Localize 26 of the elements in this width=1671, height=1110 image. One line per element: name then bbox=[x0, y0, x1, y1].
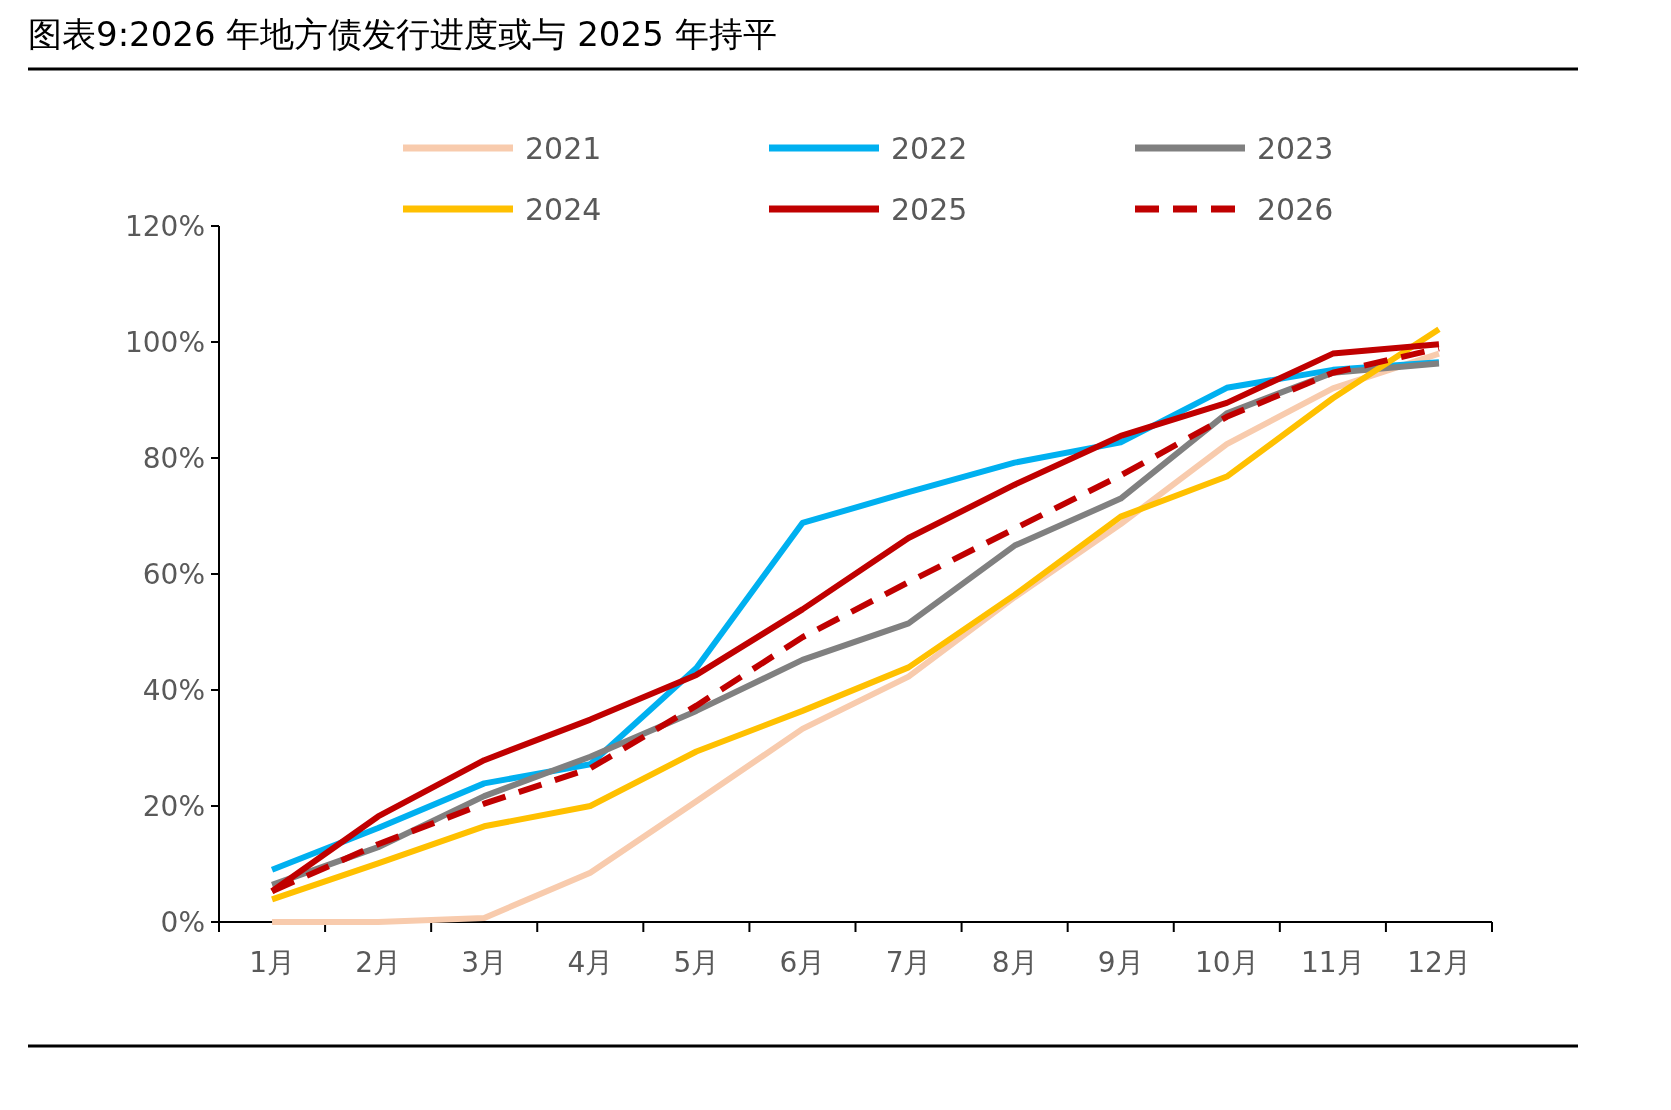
y-tick-label: 80% bbox=[142, 441, 205, 475]
y-tick-label: 120% bbox=[124, 209, 205, 243]
legend-label: 2026 bbox=[1257, 191, 1334, 227]
x-tick-label: 11月 bbox=[1301, 946, 1365, 979]
chart-title: 图表9:2026 年地方债发行进度或与 2025 年持平 bbox=[28, 14, 777, 54]
y-tick-label: 100% bbox=[124, 325, 205, 359]
x-tick-label: 1月 bbox=[249, 946, 295, 979]
y-tick-label: 60% bbox=[142, 557, 205, 591]
legend-label: 2024 bbox=[525, 191, 602, 227]
x-tick-label: 4月 bbox=[567, 946, 614, 979]
y-tick-label: 40% bbox=[142, 673, 205, 707]
y-tick-label: 20% bbox=[142, 789, 205, 823]
legend-label: 2022 bbox=[891, 130, 968, 166]
x-tick-label: 3月 bbox=[461, 946, 508, 979]
legend-label: 2021 bbox=[525, 130, 602, 166]
x-tick-label: 7月 bbox=[885, 946, 932, 979]
legend-label: 2023 bbox=[1257, 130, 1334, 166]
x-tick-label: 9月 bbox=[1097, 946, 1144, 979]
y-tick-label: 0% bbox=[160, 905, 205, 939]
x-tick-label: 5月 bbox=[673, 946, 720, 979]
x-tick-label: 8月 bbox=[991, 946, 1038, 979]
legend-label: 2025 bbox=[891, 191, 968, 227]
x-tick-label: 6月 bbox=[779, 946, 826, 979]
x-tick-label: 12月 bbox=[1407, 946, 1471, 979]
x-tick-label: 10月 bbox=[1194, 946, 1259, 979]
x-tick-label: 2月 bbox=[355, 946, 402, 979]
